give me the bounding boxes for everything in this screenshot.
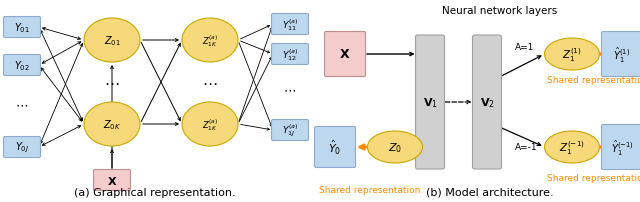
Text: $Y_{01}$: $Y_{01}$: [14, 21, 30, 35]
Text: $\cdots$: $\cdots$: [15, 98, 29, 111]
FancyBboxPatch shape: [3, 137, 40, 158]
Text: (b) Model architecture.: (b) Model architecture.: [426, 187, 554, 197]
Text: Shared representation: Shared representation: [547, 76, 640, 85]
Text: $\hat{Y}_1^{(1)}$: $\hat{Y}_1^{(1)}$: [614, 45, 630, 64]
Text: $Z_{01}$: $Z_{01}$: [104, 34, 120, 48]
Text: $\hat{Y}_1^{(-1)}$: $\hat{Y}_1^{(-1)}$: [611, 138, 634, 157]
Text: $\cdots$: $\cdots$: [104, 75, 120, 90]
Text: Shared representation: Shared representation: [547, 173, 640, 182]
FancyBboxPatch shape: [602, 32, 640, 77]
Text: $Z_1^{(-1)}$: $Z_1^{(-1)}$: [559, 138, 585, 156]
Text: $\cdots$: $\cdots$: [202, 75, 218, 90]
Ellipse shape: [182, 102, 238, 146]
Ellipse shape: [545, 39, 600, 71]
FancyBboxPatch shape: [602, 125, 640, 170]
Text: $Y_{12}^{(a)}$: $Y_{12}^{(a)}$: [282, 47, 298, 62]
FancyBboxPatch shape: [271, 120, 308, 141]
Text: $Y_{02}$: $Y_{02}$: [14, 59, 30, 73]
FancyBboxPatch shape: [93, 170, 131, 190]
Text: $\mathbf{V}_1$: $\mathbf{V}_1$: [422, 96, 438, 109]
Text: $Z_{1K}^{(a)}$: $Z_{1K}^{(a)}$: [202, 33, 218, 48]
Text: A=-1: A=-1: [515, 143, 538, 152]
Text: $\mathbf{X}$: $\mathbf{X}$: [339, 48, 351, 61]
Text: $\cdots$: $\cdots$: [284, 83, 296, 96]
Ellipse shape: [84, 102, 140, 146]
Text: $Z_{0K}$: $Z_{0K}$: [103, 118, 121, 131]
Ellipse shape: [545, 131, 600, 163]
Ellipse shape: [367, 131, 422, 163]
FancyBboxPatch shape: [324, 32, 365, 77]
Ellipse shape: [182, 19, 238, 63]
FancyBboxPatch shape: [271, 14, 308, 35]
Text: Neural network layers: Neural network layers: [442, 6, 557, 16]
Text: Shared representation: Shared representation: [319, 185, 420, 194]
FancyBboxPatch shape: [3, 55, 40, 76]
Text: $Z_1^{(1)}$: $Z_1^{(1)}$: [562, 46, 582, 64]
FancyBboxPatch shape: [3, 17, 40, 38]
Text: $Z_{1K}^{(a)}$: $Z_{1K}^{(a)}$: [202, 117, 218, 132]
FancyBboxPatch shape: [314, 127, 355, 168]
Text: $\mathbf{V}_2$: $\mathbf{V}_2$: [479, 96, 495, 109]
Text: $Z_0$: $Z_0$: [388, 140, 402, 154]
Text: (a) Graphical representation.: (a) Graphical representation.: [74, 187, 236, 197]
Ellipse shape: [84, 19, 140, 63]
Text: $\mathbf{X}$: $\mathbf{X}$: [107, 174, 117, 186]
FancyBboxPatch shape: [415, 36, 445, 169]
FancyBboxPatch shape: [472, 36, 502, 169]
Text: $\hat{Y}_0$: $\hat{Y}_0$: [328, 138, 342, 156]
FancyBboxPatch shape: [271, 44, 308, 65]
Text: $Y_{11}^{(a)}$: $Y_{11}^{(a)}$: [282, 17, 298, 33]
Text: $Y_{0J}$: $Y_{0J}$: [15, 140, 29, 155]
Text: A=1: A=1: [515, 43, 534, 52]
Text: $Y_{1J}^{(a)}$: $Y_{1J}^{(a)}$: [282, 122, 298, 138]
